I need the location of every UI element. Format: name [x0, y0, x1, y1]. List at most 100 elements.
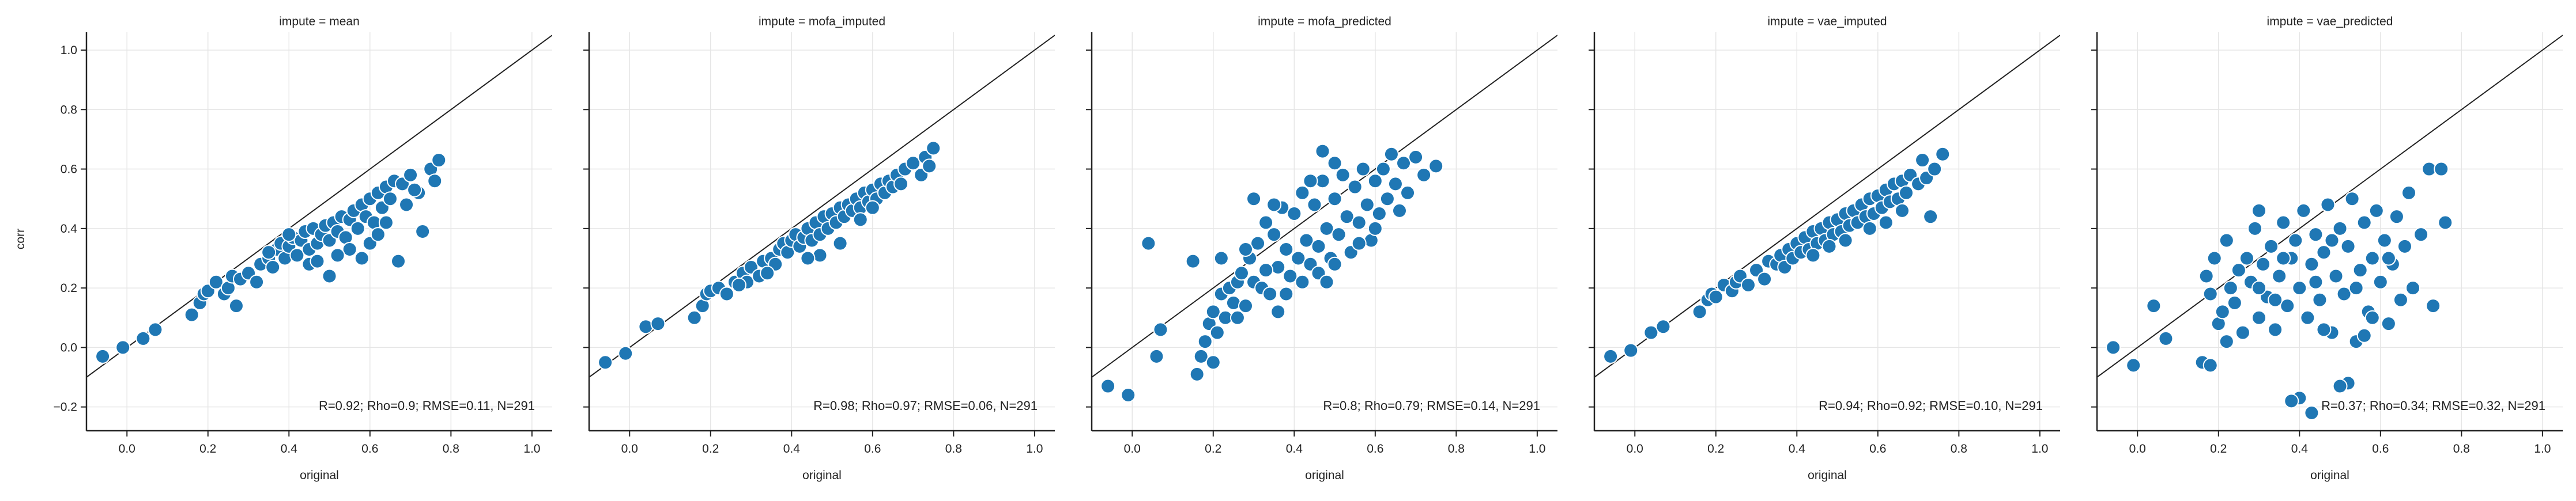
- data-point: [1225, 295, 1241, 310]
- x-tick-label: 0.6: [361, 442, 378, 456]
- data-point: [1209, 325, 1225, 340]
- data-point: [1740, 277, 1756, 293]
- data-point: [1327, 191, 1342, 207]
- data-point: [2332, 221, 2348, 236]
- data-point: [1315, 143, 1330, 159]
- data-point: [1270, 259, 1286, 275]
- data-point: [1878, 215, 1894, 230]
- data-point: [2401, 185, 2417, 200]
- data-point: [184, 307, 199, 322]
- data-point: [2316, 322, 2332, 337]
- data-point: [2300, 310, 2315, 325]
- data-point: [2308, 227, 2324, 242]
- data-point: [2227, 295, 2242, 310]
- data-point: [598, 355, 613, 370]
- x-axis-label: original: [1305, 469, 1344, 482]
- data-point: [1821, 238, 1837, 254]
- data-point: [2434, 161, 2449, 177]
- data-point: [1935, 146, 1951, 162]
- data-point: [2356, 215, 2372, 230]
- data-point: [1295, 185, 1310, 200]
- data-point: [687, 310, 702, 325]
- scatter-points: [95, 153, 447, 364]
- y-tick-label: 0.8: [61, 103, 77, 116]
- x-tick-label: 0.2: [702, 442, 719, 456]
- data-point: [2336, 286, 2352, 302]
- data-point: [2381, 316, 2396, 332]
- data-point: [1391, 203, 1407, 218]
- data-point: [1141, 236, 1156, 251]
- gridlines: [589, 32, 1055, 431]
- gridlines: [2097, 32, 2563, 431]
- data-point: [310, 253, 325, 269]
- data-point: [2126, 358, 2141, 373]
- data-point: [391, 253, 406, 269]
- data-point: [1193, 348, 1209, 364]
- x-axis-label: original: [1808, 469, 1847, 482]
- data-point: [350, 221, 365, 236]
- data-point: [2328, 268, 2344, 284]
- x-tick-label: 0.0: [1124, 442, 1141, 456]
- data-point: [2348, 280, 2364, 296]
- data-point: [1838, 233, 1853, 248]
- data-point: [1416, 167, 1432, 183]
- data-point: [407, 182, 423, 198]
- gridlines: [86, 32, 552, 431]
- x-tick-label: 0.6: [1869, 442, 1886, 456]
- facet-panel-3: 0.0 0.2 0.4 0.6 0.8 1.0 impute = mofa_predicte…: [1086, 15, 1557, 482]
- data-point: [638, 319, 654, 335]
- data-point: [1149, 348, 1164, 364]
- data-point: [2280, 298, 2295, 314]
- facet-title: impute = vae_imputed: [1767, 15, 1887, 28]
- data-point: [289, 248, 305, 263]
- data-point: [1335, 167, 1351, 183]
- data-point: [1428, 158, 1444, 174]
- x-axis-label: original: [2310, 469, 2349, 482]
- data-point: [330, 248, 345, 263]
- data-point: [1643, 325, 1659, 340]
- data-point: [1197, 334, 1213, 350]
- x-tick-label: 1.0: [523, 442, 540, 456]
- data-point: [208, 274, 224, 290]
- data-point: [1347, 179, 1363, 195]
- data-point: [1359, 197, 1375, 212]
- data-point: [1757, 271, 1772, 287]
- data-point: [1229, 310, 1245, 325]
- data-point: [2332, 378, 2348, 394]
- data-point: [1899, 185, 1914, 200]
- data-point: [1307, 197, 1322, 212]
- data-point: [2202, 286, 2218, 302]
- stats-annotation: R=0.94; Rho=0.92; RMSE=0.10, N=291: [1819, 398, 2043, 413]
- data-point: [1238, 241, 1253, 257]
- data-point: [2256, 256, 2271, 272]
- facet-title: impute = vae_predicted: [2267, 15, 2393, 28]
- data-point: [1351, 236, 1367, 251]
- facet-panel-2: 0.0 0.2 0.4 0.6 0.8 1.0 impute = mofa_imputedo…: [583, 15, 1055, 482]
- gridlines: [1092, 32, 1557, 431]
- data-point: [1927, 161, 1943, 177]
- data-point: [1623, 343, 1639, 358]
- data-point: [1408, 149, 1424, 165]
- data-point: [1351, 215, 1367, 230]
- x-tick-label: 0.4: [281, 442, 298, 456]
- data-point: [403, 167, 418, 183]
- data-point: [1383, 146, 1399, 162]
- identity-line: [1594, 35, 2060, 378]
- data-point: [2239, 251, 2254, 266]
- data-point: [1303, 173, 1318, 189]
- data-point: [1205, 304, 1221, 320]
- data-point: [2304, 405, 2319, 421]
- data-point: [431, 153, 447, 168]
- data-point: [2251, 310, 2267, 325]
- x-tick-label: 0.0: [1627, 442, 1643, 456]
- facet-title: impute = mofa_imputed: [759, 15, 885, 28]
- data-point: [926, 141, 941, 156]
- data-point: [1331, 227, 1347, 242]
- x-tick-label: 0.8: [2453, 442, 2470, 456]
- data-point: [906, 155, 921, 171]
- data-point: [1708, 289, 1723, 305]
- data-point: [2276, 215, 2291, 230]
- data-point: [2235, 325, 2250, 340]
- data-point: [1655, 319, 1671, 335]
- data-point: [2106, 340, 2121, 355]
